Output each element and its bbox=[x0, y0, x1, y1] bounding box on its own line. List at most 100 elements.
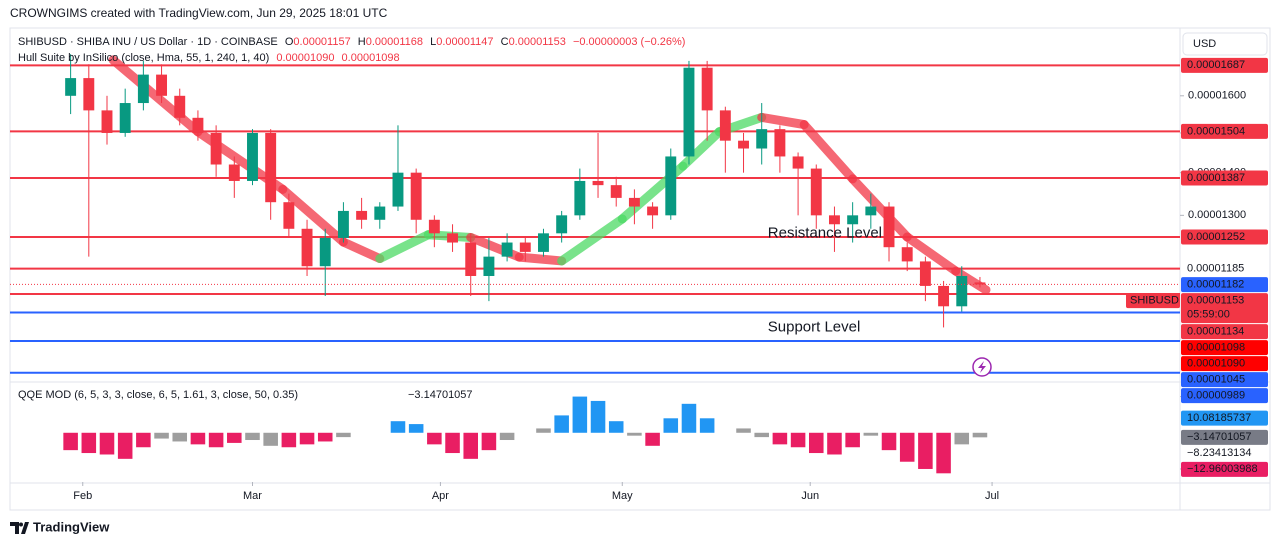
hull-segment bbox=[799, 120, 858, 184]
legend-main: SHIBUSD · SHIBA INU / US Dollar · 1D · C… bbox=[18, 36, 685, 48]
candle-body bbox=[719, 110, 731, 141]
candle-body bbox=[210, 132, 222, 165]
qqe-bar bbox=[936, 432, 951, 474]
candle-body bbox=[810, 168, 822, 216]
candle-body bbox=[156, 74, 168, 96]
qqe-bar bbox=[81, 432, 97, 454]
x-tick-label: Feb bbox=[73, 490, 92, 502]
legend-qqe: QQE MOD (6, 5, 3, 3, close, 6, 5, 1.61, … bbox=[18, 389, 298, 401]
candle-body bbox=[137, 74, 149, 104]
axis-label: 0.00001387 bbox=[1187, 172, 1245, 184]
annotation: Support Level bbox=[768, 318, 861, 335]
candle-body bbox=[665, 156, 677, 216]
axis-label-box bbox=[1181, 57, 1268, 73]
qqe-bar bbox=[390, 421, 406, 433]
qqe-bar bbox=[863, 432, 879, 436]
axis-label: 0.00001134 bbox=[1187, 326, 1244, 338]
y-tick-label: 0.00001600 bbox=[1188, 90, 1246, 102]
candle-body bbox=[756, 129, 768, 149]
alert-icon[interactable] bbox=[972, 357, 992, 377]
qqe-bar bbox=[281, 432, 297, 448]
qqe-bar bbox=[227, 432, 242, 443]
x-tick-label: Apr bbox=[432, 490, 449, 502]
candle-body bbox=[337, 210, 349, 238]
candle-body bbox=[319, 237, 331, 267]
qqe-bar bbox=[754, 432, 769, 438]
candle-body bbox=[974, 282, 986, 285]
axis-label: 0.00001185 bbox=[1187, 263, 1244, 275]
x-tick-label: Jul bbox=[985, 490, 999, 502]
axis-label-box bbox=[1181, 445, 1268, 461]
low-letter: L bbox=[430, 36, 436, 48]
hull-segment bbox=[514, 252, 567, 266]
candle-body bbox=[465, 242, 477, 276]
currency-button[interactable] bbox=[1182, 32, 1268, 56]
candle-body bbox=[883, 206, 895, 248]
qqe-bar bbox=[681, 403, 697, 433]
axis-label: 0.00001090 bbox=[1187, 358, 1245, 370]
qqe-bar bbox=[136, 432, 151, 448]
qqe-bar bbox=[663, 418, 679, 433]
candle-body bbox=[174, 95, 186, 118]
candle-body bbox=[683, 67, 695, 157]
qqe-bar bbox=[608, 421, 624, 433]
hull-value: 0.00001098 bbox=[342, 52, 400, 64]
symbol-tag-box bbox=[1126, 293, 1180, 309]
currency[interactable]: USD bbox=[1193, 38, 1216, 50]
axis-label-box bbox=[1181, 293, 1268, 324]
candle-body bbox=[919, 261, 931, 286]
qqe-bar bbox=[463, 432, 478, 459]
qqe-bar bbox=[536, 428, 551, 433]
axis-label: −12.96003988 bbox=[1187, 463, 1258, 475]
candle-body bbox=[738, 140, 749, 149]
candle-body bbox=[247, 132, 258, 181]
qqe-bar bbox=[845, 432, 860, 448]
qqe-bar bbox=[899, 432, 915, 462]
candle-body bbox=[901, 247, 913, 262]
axis-label-box bbox=[1181, 340, 1268, 356]
candle-body bbox=[592, 180, 604, 186]
hull-segment bbox=[848, 174, 912, 242]
candle-body bbox=[538, 233, 549, 252]
qqe-bar bbox=[499, 432, 515, 441]
axis-label: 0.00001045 bbox=[1187, 374, 1245, 386]
high-value: 0.00001168 bbox=[366, 36, 423, 48]
overlay: Resistance Level Support Level 0.00001687 0… bbox=[768, 57, 1268, 477]
axis-label: 0.00001687 bbox=[1187, 59, 1245, 71]
qqe-bar bbox=[554, 415, 569, 433]
axis-label: −3.14701057 bbox=[1187, 431, 1252, 443]
hull-value: 0.00001090 bbox=[276, 52, 334, 64]
axis-label-box bbox=[1181, 388, 1268, 404]
axis-label: 0.00001153 bbox=[1187, 295, 1244, 307]
brand-logo bbox=[10, 522, 29, 534]
axis-label-box bbox=[1181, 410, 1268, 426]
candle-body bbox=[119, 103, 131, 133]
qqe-bar bbox=[627, 432, 642, 436]
qqe-bar bbox=[299, 432, 315, 445]
candle-body bbox=[647, 206, 659, 216]
candle-body bbox=[701, 67, 713, 111]
axis-label: 0.00001252 bbox=[1187, 231, 1245, 243]
qqe-bar bbox=[772, 432, 788, 445]
hull-segment bbox=[108, 55, 203, 137]
countdown: 05:59:00 bbox=[1187, 309, 1230, 321]
candle-body bbox=[556, 215, 568, 234]
qqe-bar bbox=[190, 432, 206, 445]
symbol: SHIBUSD · SHIBA INU / US Dollar · 1D · C… bbox=[18, 36, 278, 48]
qqe-bar bbox=[881, 432, 897, 451]
qqe-bar bbox=[99, 432, 115, 455]
x-tick-label: May bbox=[612, 490, 633, 502]
candle-body bbox=[501, 242, 513, 257]
qqe-bar bbox=[408, 424, 424, 433]
qqe-bar bbox=[263, 432, 278, 446]
close-value: 0.00001153 bbox=[509, 36, 566, 48]
candle-body bbox=[938, 285, 950, 307]
hull-segment bbox=[338, 237, 385, 264]
candle-body bbox=[65, 78, 77, 96]
candle-body bbox=[374, 206, 386, 220]
candle-body bbox=[265, 132, 277, 203]
open-value: 0.00001157 bbox=[293, 36, 350, 48]
axis-label-box bbox=[1181, 170, 1268, 186]
axis-label-box bbox=[1181, 261, 1268, 277]
